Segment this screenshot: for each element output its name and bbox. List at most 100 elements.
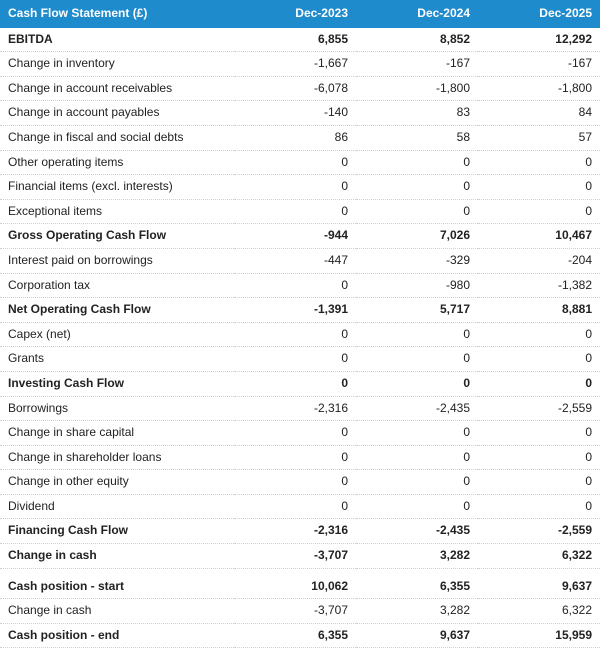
- row-label: Change in cash: [0, 599, 234, 624]
- table-row: Capex (net)000: [0, 322, 600, 347]
- cell-value: 5,717: [356, 298, 478, 323]
- row-label: EBITDA: [0, 28, 234, 52]
- cell-value: 83: [356, 101, 478, 126]
- cell-value: 6,855: [234, 28, 356, 52]
- row-label: Other operating items: [0, 150, 234, 175]
- cell-value: 8,852: [356, 28, 478, 52]
- row-label: Investing Cash Flow: [0, 371, 234, 396]
- cell-value: 9,637: [478, 575, 600, 599]
- row-label: Financing Cash Flow: [0, 519, 234, 544]
- cell-value: 10,062: [234, 575, 356, 599]
- table-row: Gross Operating Cash Flow-9447,02610,467: [0, 224, 600, 249]
- table-row: EBITDA6,8558,85212,292: [0, 28, 600, 52]
- table-row: Grants000: [0, 347, 600, 372]
- row-label: Corporation tax: [0, 273, 234, 298]
- cell-value: 0: [478, 175, 600, 200]
- cash-flow-table: Cash Flow Statement (£) Dec-2023 Dec-202…: [0, 0, 600, 648]
- cell-value: 0: [234, 322, 356, 347]
- cell-value: 0: [478, 470, 600, 495]
- cell-value: 3,282: [356, 544, 478, 569]
- table-row: Corporation tax0-980-1,382: [0, 273, 600, 298]
- cell-value: -980: [356, 273, 478, 298]
- row-label: Dividend: [0, 494, 234, 519]
- cell-value: 0: [234, 347, 356, 372]
- cell-value: -2,559: [478, 396, 600, 421]
- cell-value: 6,355: [234, 623, 356, 648]
- cell-value: -3,707: [234, 599, 356, 624]
- cell-value: 0: [478, 494, 600, 519]
- cell-value: -204: [478, 248, 600, 273]
- cell-value: 0: [234, 273, 356, 298]
- header-title: Cash Flow Statement (£): [0, 0, 234, 28]
- cell-value: 0: [356, 371, 478, 396]
- cell-value: -167: [356, 52, 478, 77]
- cell-value: 58: [356, 125, 478, 150]
- table-row: Exceptional items000: [0, 199, 600, 224]
- header-period-0: Dec-2023: [234, 0, 356, 28]
- row-label: Change in shareholder loans: [0, 445, 234, 470]
- cell-value: -1,382: [478, 273, 600, 298]
- cell-value: 6,322: [478, 544, 600, 569]
- row-label: Financial items (excl. interests): [0, 175, 234, 200]
- row-label: Interest paid on borrowings: [0, 248, 234, 273]
- cell-value: 0: [478, 199, 600, 224]
- cell-value: 0: [234, 199, 356, 224]
- cell-value: -140: [234, 101, 356, 126]
- table-row: Change in fiscal and social debts865857: [0, 125, 600, 150]
- table-row: Financial items (excl. interests)000: [0, 175, 600, 200]
- cell-value: 15,959: [478, 623, 600, 648]
- table-row: Change in shareholder loans000: [0, 445, 600, 470]
- cell-value: 0: [356, 494, 478, 519]
- cell-value: 84: [478, 101, 600, 126]
- footer-row: Cash position - start10,0626,3559,637: [0, 575, 600, 599]
- cell-value: 0: [234, 494, 356, 519]
- cell-value: -6,078: [234, 76, 356, 101]
- row-label: Cash position - end: [0, 623, 234, 648]
- table-row: Change in cash-3,7073,2826,322: [0, 544, 600, 569]
- cell-value: 10,467: [478, 224, 600, 249]
- row-label: Exceptional items: [0, 199, 234, 224]
- cell-value: 0: [356, 445, 478, 470]
- header-period-1: Dec-2024: [356, 0, 478, 28]
- cell-value: 7,026: [356, 224, 478, 249]
- table-row: Net Operating Cash Flow-1,3915,7178,881: [0, 298, 600, 323]
- cell-value: 0: [234, 470, 356, 495]
- header-period-2: Dec-2025: [478, 0, 600, 28]
- table-row: Interest paid on borrowings-447-329-204: [0, 248, 600, 273]
- cell-value: 0: [356, 175, 478, 200]
- cell-value: -1,667: [234, 52, 356, 77]
- cell-value: -447: [234, 248, 356, 273]
- cell-value: -2,559: [478, 519, 600, 544]
- cell-value: 0: [234, 445, 356, 470]
- header-row: Cash Flow Statement (£) Dec-2023 Dec-202…: [0, 0, 600, 28]
- cell-value: 0: [234, 175, 356, 200]
- cell-value: 57: [478, 125, 600, 150]
- row-label: Change in cash: [0, 544, 234, 569]
- cell-value: -3,707: [234, 544, 356, 569]
- cell-value: 0: [356, 347, 478, 372]
- row-label: Capex (net): [0, 322, 234, 347]
- footer-row: Change in cash-3,7073,2826,322: [0, 599, 600, 624]
- cell-value: 0: [478, 347, 600, 372]
- table-row: Other operating items000: [0, 150, 600, 175]
- row-label: Change in other equity: [0, 470, 234, 495]
- table-row: Change in other equity000: [0, 470, 600, 495]
- table-row: Financing Cash Flow-2,316-2,435-2,559: [0, 519, 600, 544]
- row-label: Borrowings: [0, 396, 234, 421]
- cell-value: 6,355: [356, 575, 478, 599]
- cell-value: 0: [234, 371, 356, 396]
- cell-value: 12,292: [478, 28, 600, 52]
- cell-value: -329: [356, 248, 478, 273]
- cell-value: -1,391: [234, 298, 356, 323]
- cell-value: 0: [478, 445, 600, 470]
- cell-value: 0: [234, 150, 356, 175]
- cell-value: 0: [356, 199, 478, 224]
- row-label: Gross Operating Cash Flow: [0, 224, 234, 249]
- row-label: Change in inventory: [0, 52, 234, 77]
- cell-value: 0: [478, 421, 600, 446]
- cell-value: -167: [478, 52, 600, 77]
- cell-value: 0: [478, 150, 600, 175]
- footer-row: Cash position - end6,3559,63715,959: [0, 623, 600, 648]
- cell-value: 0: [356, 421, 478, 446]
- cell-value: -944: [234, 224, 356, 249]
